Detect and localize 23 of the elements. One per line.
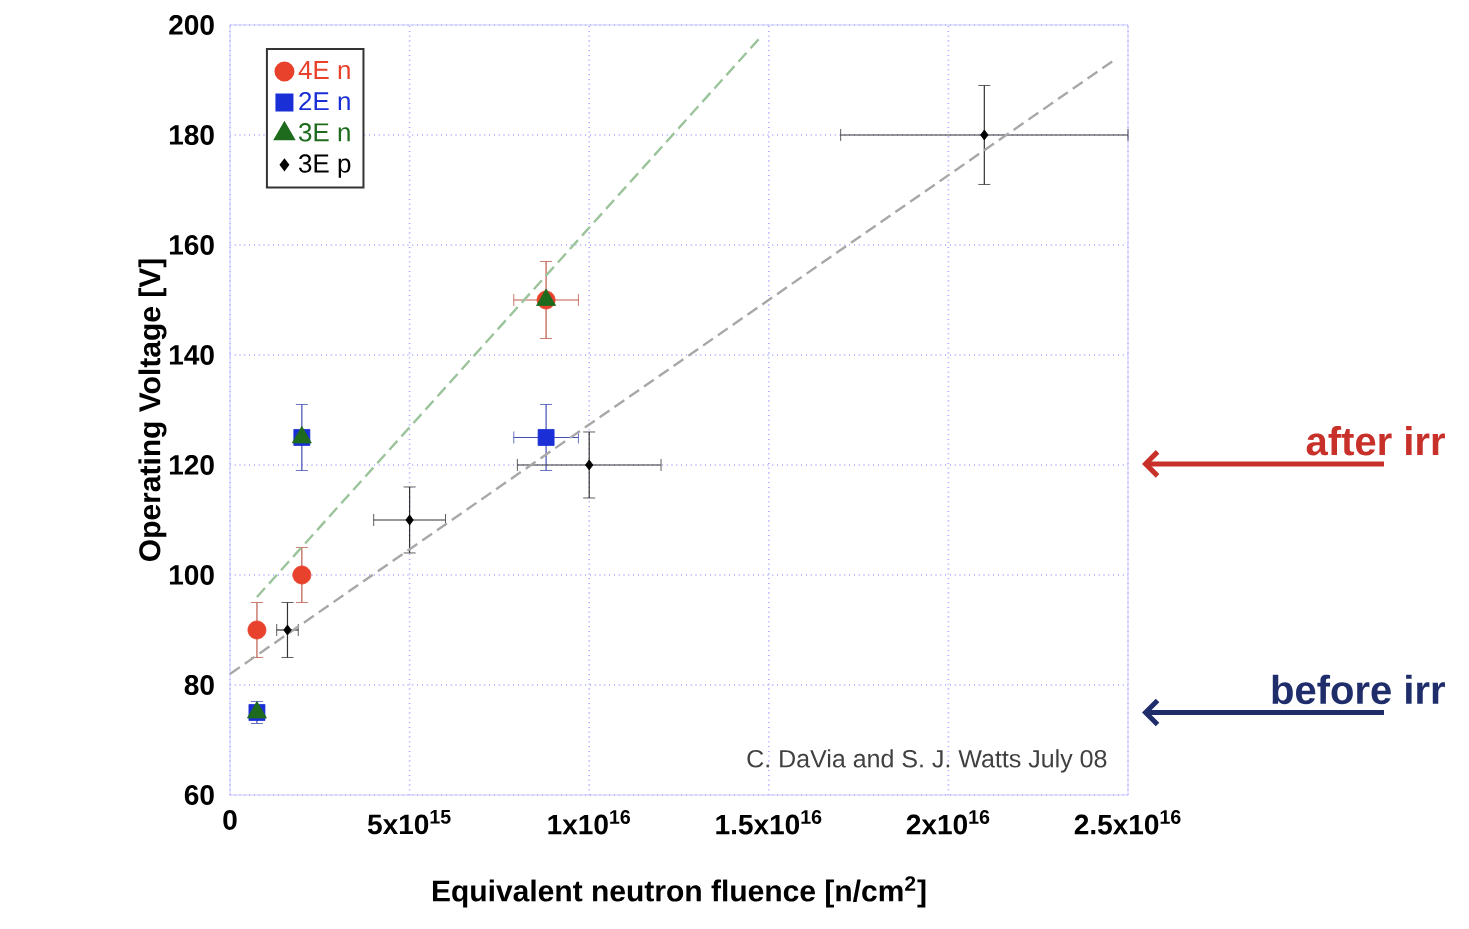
legend-label: 3E n (298, 123, 350, 142)
legend-label: 2E n (299, 91, 350, 111)
y-tick-label: 60 (184, 785, 214, 805)
x-axis-title: Equivalent neutron fluence [n/cm$^{2}$] (432, 876, 926, 908)
y-tick-label: 160 (169, 235, 214, 255)
text: after irr (1306, 426, 1445, 456)
legend-label: 3E p (298, 154, 351, 178)
y-tick-label: 100 (169, 565, 214, 585)
y-tick-label: 180 (169, 125, 214, 145)
y-tick-label: 80 (184, 675, 214, 695)
y-tick-label: 140 (169, 345, 214, 365)
legend-label: 4E n (298, 61, 350, 79)
x-tick-label: 0 (223, 810, 237, 830)
x-tick-label: 2.5x10$^{16}$ (1074, 810, 1181, 835)
x-tick-label: 2x10$^{16}$ (906, 810, 990, 835)
x-tick-label: 5x10$^{15}$ (367, 810, 451, 835)
x-tick-label: 1.5x10$^{16}$ (716, 810, 822, 835)
x-tick-label: 1x10$^{16}$ (548, 810, 631, 835)
y-tick-label: 120 (169, 455, 214, 475)
y-axis-title: Operating Voltage [V] (138, 259, 167, 561)
text: before irr (1272, 674, 1445, 705)
annotation: C. DaVia and S. J. Watts July 08 (747, 749, 1107, 773)
y-tick-label: 200 (169, 15, 214, 35)
